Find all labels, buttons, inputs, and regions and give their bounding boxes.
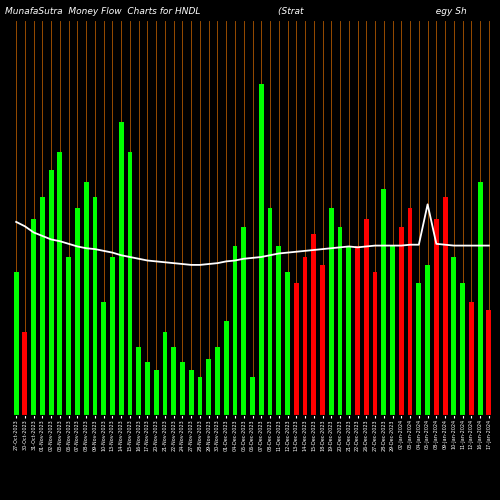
Bar xyxy=(302,257,308,415)
Bar xyxy=(206,358,211,415)
Bar xyxy=(452,257,456,415)
Bar xyxy=(259,84,264,415)
Bar xyxy=(329,208,334,415)
Bar xyxy=(346,246,351,415)
Bar xyxy=(338,227,342,415)
Bar xyxy=(75,208,80,415)
Bar xyxy=(31,220,36,415)
Bar xyxy=(136,348,141,415)
Bar xyxy=(408,208,412,415)
Bar xyxy=(92,197,98,415)
Bar xyxy=(198,378,202,415)
Bar xyxy=(276,246,281,415)
Bar xyxy=(442,197,448,415)
Bar xyxy=(119,122,124,415)
Bar xyxy=(372,272,378,415)
Bar xyxy=(285,272,290,415)
Bar xyxy=(486,310,492,415)
Bar xyxy=(40,197,45,415)
Bar xyxy=(215,348,220,415)
Bar xyxy=(224,321,228,415)
Bar xyxy=(58,152,62,415)
Bar xyxy=(469,302,474,415)
Bar xyxy=(14,272,18,415)
Bar xyxy=(382,190,386,415)
Bar xyxy=(425,264,430,415)
Bar xyxy=(145,362,150,415)
Text: MunafaSutra  Money Flow  Charts for HNDL                           (Strat       : MunafaSutra Money Flow Charts for HNDL (… xyxy=(5,8,467,16)
Bar xyxy=(460,284,465,415)
Bar xyxy=(312,234,316,415)
Bar xyxy=(84,182,88,415)
Bar xyxy=(268,208,272,415)
Bar xyxy=(102,302,106,415)
Bar xyxy=(180,362,185,415)
Bar xyxy=(189,370,194,415)
Bar xyxy=(478,182,482,415)
Bar xyxy=(110,257,115,415)
Bar xyxy=(66,257,71,415)
Bar xyxy=(416,284,421,415)
Bar xyxy=(399,227,404,415)
Bar xyxy=(434,220,439,415)
Bar xyxy=(294,284,298,415)
Bar xyxy=(364,220,368,415)
Bar xyxy=(242,227,246,415)
Bar xyxy=(320,264,325,415)
Bar xyxy=(128,152,132,415)
Bar xyxy=(390,246,395,415)
Bar xyxy=(355,246,360,415)
Bar xyxy=(250,378,255,415)
Bar xyxy=(22,332,28,415)
Bar xyxy=(48,170,54,415)
Bar xyxy=(162,332,168,415)
Bar xyxy=(154,370,158,415)
Bar xyxy=(172,348,176,415)
Bar xyxy=(232,246,237,415)
